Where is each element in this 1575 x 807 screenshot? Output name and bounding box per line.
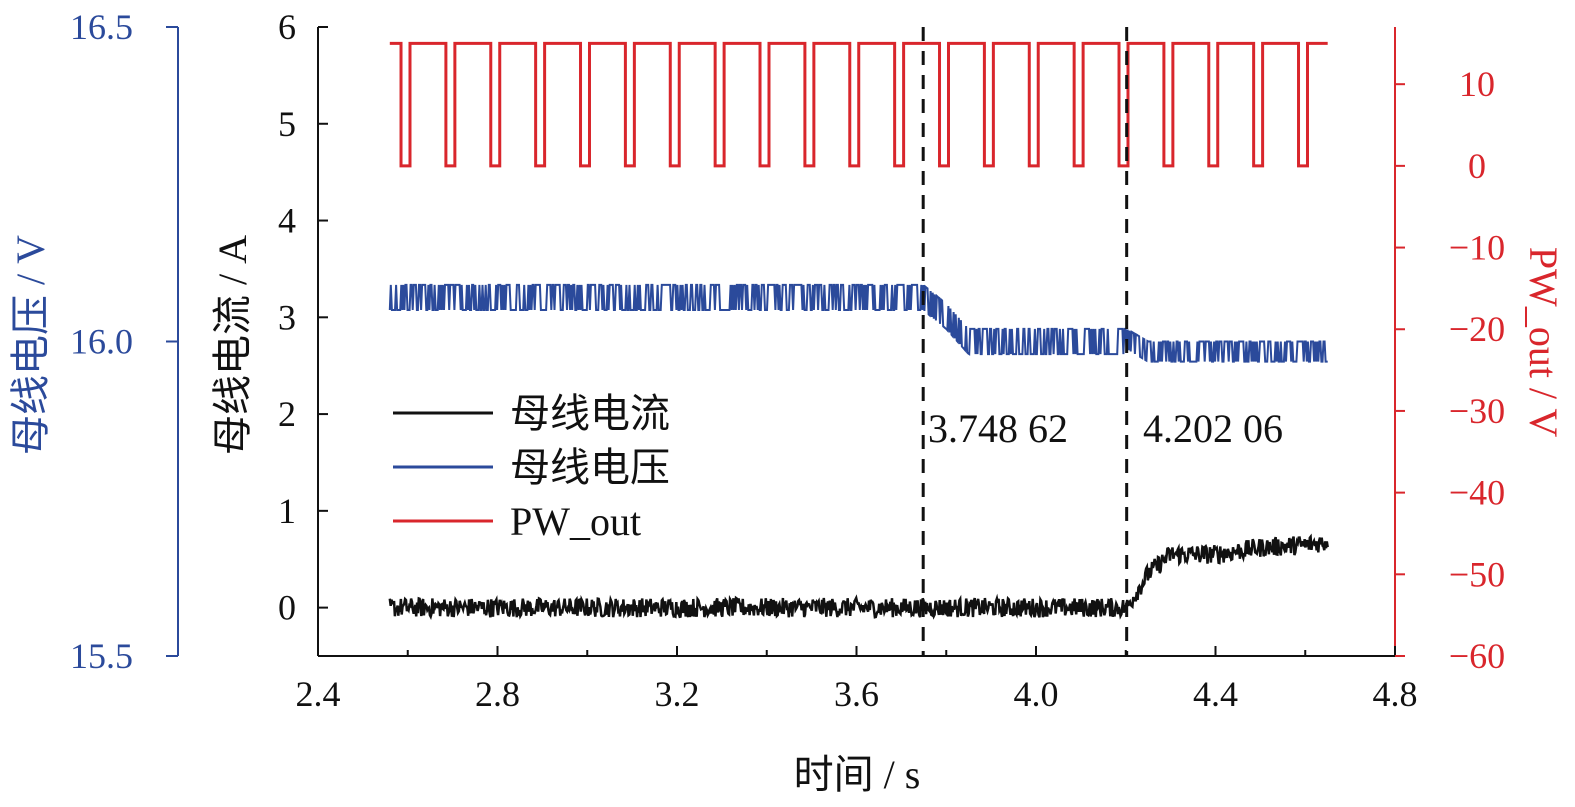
axes-group: 2.4 2.8 3.2 3.6 4.0 4.4 4.8 0 1 2 3 4 5 6 15.5 16.0 16.5… <box>70 7 1505 714</box>
y-current-tick-label: 6 <box>278 7 296 47</box>
y-pw-tick-label: −10 <box>1449 228 1505 268</box>
current-series-group <box>388 533 1329 620</box>
current-series-line <box>388 533 1329 620</box>
y-current-tick-label: 3 <box>278 297 296 337</box>
y-current-tick-label: 2 <box>278 394 296 434</box>
y-pw-tick-label: −30 <box>1449 391 1505 431</box>
y-pw-tick-label: −40 <box>1449 473 1505 513</box>
x-tick-label: 4.8 <box>1373 674 1418 714</box>
voltage-series-group <box>388 283 1328 363</box>
y-current-tick-label: 1 <box>278 491 296 531</box>
voltage-series-line <box>388 283 1328 363</box>
y-pw-tick-label: 10 <box>1459 64 1495 104</box>
annotation-label-2: 4.202 06 <box>1143 406 1283 451</box>
x-axis-title: 时间 / s <box>794 752 921 797</box>
pw-out-series-line <box>389 41 1328 168</box>
x-tick-label: 2.8 <box>475 674 520 714</box>
y-current-tick-label: 0 <box>278 588 296 628</box>
legend: 母线电流 母线电压 PW_out <box>393 391 670 544</box>
x-tick-label: 3.6 <box>834 674 879 714</box>
y-pw-tick-label: −20 <box>1449 309 1505 349</box>
x-tick-label: 3.2 <box>655 674 700 714</box>
legend-label-voltage: 母线电压 <box>510 445 670 490</box>
plot-frame-group <box>177 27 1396 657</box>
y-axis-voltage-title: 母线电压 / V <box>8 235 53 455</box>
y-pw-tick-label: −60 <box>1449 636 1505 676</box>
x-tick-label: 4.4 <box>1193 674 1238 714</box>
y-voltage-tick-label: 16.5 <box>70 7 133 47</box>
y-current-tick-label: 5 <box>278 104 296 144</box>
y-pw-tick-label: −50 <box>1449 554 1505 594</box>
y-current-tick-label: 4 <box>278 201 296 241</box>
annotation-label-1: 3.748 62 <box>928 406 1068 451</box>
y-axis-pw-title: PW_out / V <box>1521 247 1566 438</box>
pw-out-series-group <box>389 41 1328 168</box>
y-pw-tick-label: 0 <box>1468 146 1486 186</box>
annotation-lines-group <box>921 27 1129 656</box>
x-tick-label: 2.4 <box>296 674 341 714</box>
legend-label-pw: PW_out <box>510 499 641 544</box>
y-axis-current-title: 母线电流 / A <box>210 235 255 455</box>
y-voltage-tick-label: 15.5 <box>70 636 133 676</box>
y-voltage-tick-label: 16.0 <box>70 322 133 362</box>
x-tick-label: 4.0 <box>1014 674 1059 714</box>
legend-label-current: 母线电流 <box>510 391 670 436</box>
